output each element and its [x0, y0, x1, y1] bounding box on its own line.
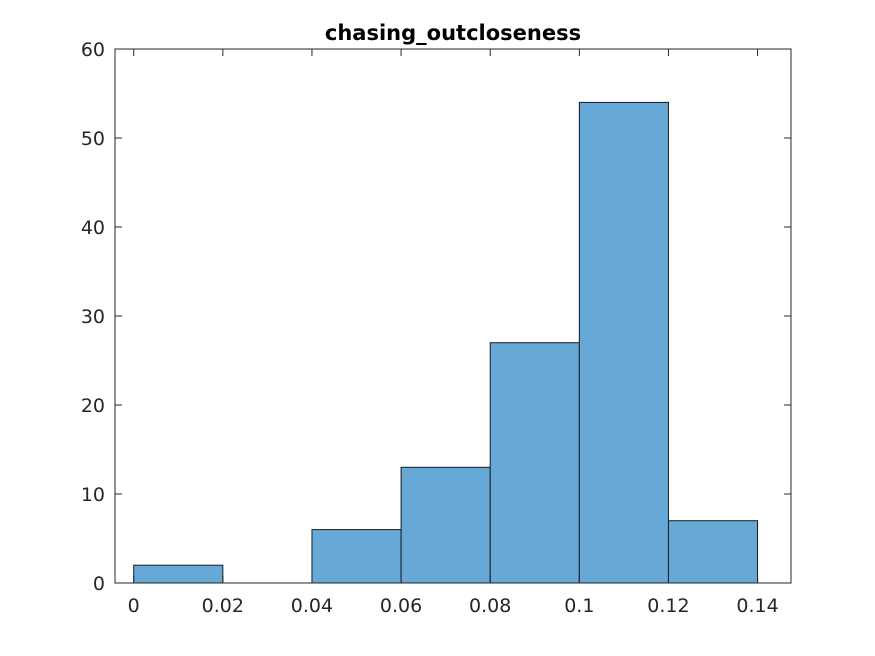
- x-tick-label: 0.06: [380, 595, 422, 617]
- y-tick-label: 20: [81, 395, 105, 417]
- histogram-bar: [133, 564, 224, 584]
- chart-title: chasing_outcloseness: [325, 21, 581, 45]
- x-tick-label: 0.14: [736, 595, 778, 617]
- bars-group: [133, 101, 759, 584]
- y-tick-label: 30: [81, 306, 105, 328]
- x-tick-label: 0.08: [469, 595, 511, 617]
- histogram-bar: [311, 529, 402, 584]
- y-tick-label: 50: [81, 128, 105, 150]
- histogram-bar: [400, 466, 491, 584]
- x-tick-label: 0.12: [647, 595, 689, 617]
- x-tick-label: 0.02: [202, 595, 244, 617]
- y-tick-label: 10: [81, 484, 105, 506]
- x-tick-label: 0.04: [291, 595, 333, 617]
- x-axis-ticks: 0 0.02 0.04 0.06 0.08 0.1 0.12 0.14: [128, 49, 779, 617]
- x-tick-label: 0.1: [564, 595, 594, 617]
- y-axis-ticks: 0 10 20 30 40 50 60: [81, 39, 791, 595]
- histogram-bar: [578, 101, 669, 584]
- y-tick-label: 40: [81, 217, 105, 239]
- y-tick-label: 60: [81, 39, 105, 61]
- y-tick-label: 0: [93, 573, 105, 595]
- histogram-bar: [667, 520, 759, 584]
- x-tick-label: 0: [128, 595, 140, 617]
- histogram-bar: [489, 342, 580, 584]
